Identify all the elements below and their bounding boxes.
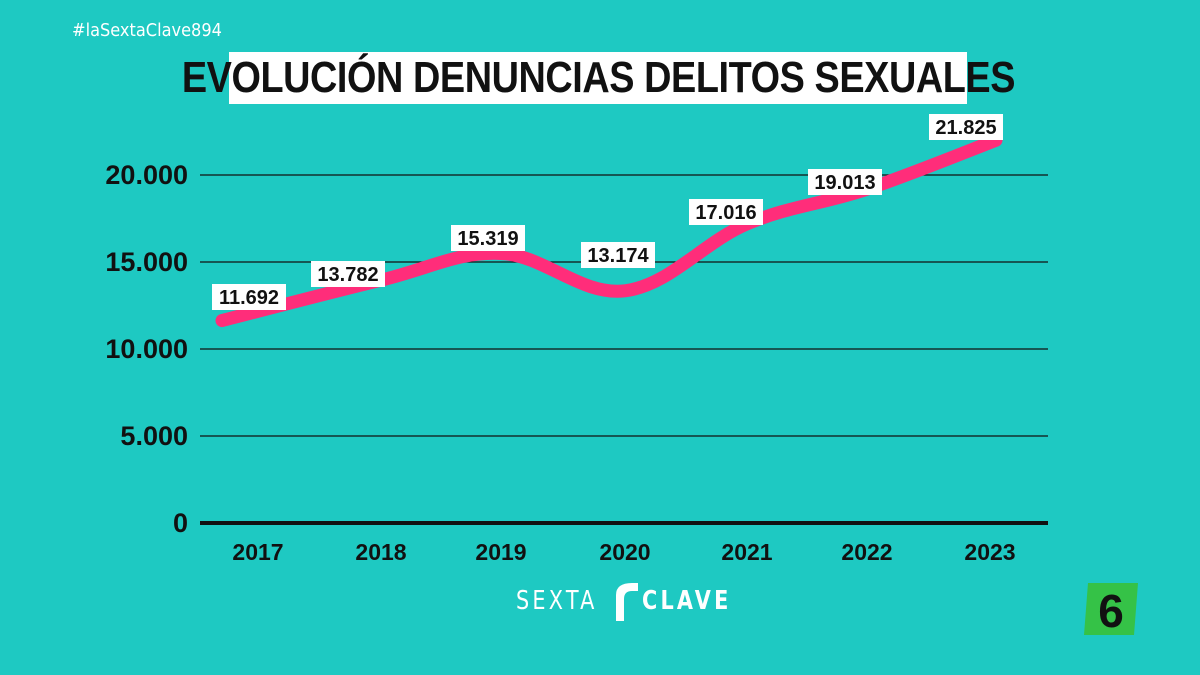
- data-label-text: 17.016: [695, 202, 756, 224]
- chart-title: EVOLUCIÓN DENUNCIAS DELITOS SEXUALES: [181, 53, 1015, 102]
- program-logo-sexta: SEXTA: [516, 586, 598, 616]
- data-label-background: [311, 261, 385, 287]
- data-label-2020: 13.174: [581, 242, 655, 268]
- y-tick-label: 15.000: [105, 247, 188, 277]
- data-label-text: 11.692: [219, 287, 279, 309]
- data-label-background: [808, 169, 882, 195]
- data-label-2019: 15.319: [451, 225, 525, 251]
- x-tick-label: 2021: [721, 539, 772, 565]
- y-tick-label: 5.000: [120, 421, 188, 451]
- data-label-background: [581, 242, 655, 268]
- x-tick-label: 2018: [355, 539, 406, 565]
- data-label-background: [929, 114, 1003, 140]
- chart-title-box: EVOLUCIÓN DENUNCIAS DELITOS SEXUALES: [181, 52, 1015, 104]
- x-axis-ticks: 2017 2018 2019 2020 2021 2022 2023: [232, 539, 1015, 565]
- x-tick-label: 2017: [232, 539, 283, 565]
- y-tick-label: 20.000: [105, 160, 188, 190]
- data-label-text: 15.319: [457, 228, 518, 250]
- data-label-2021: 17.016: [689, 199, 763, 225]
- program-logo-clave: CLAVE: [641, 586, 732, 616]
- data-label-2022: 19.013: [808, 169, 882, 195]
- y-tick-label: 10.000: [105, 334, 188, 364]
- grid-lines: [200, 174, 1048, 525]
- program-logo-mark-icon: [615, 583, 638, 621]
- channel-logo-text: 6: [1098, 585, 1124, 635]
- y-tick-label: 0: [173, 508, 188, 538]
- data-label-text: 13.782: [317, 264, 378, 286]
- x-tick-label: 2019: [475, 539, 526, 565]
- data-label-2017: 11.692: [212, 284, 286, 310]
- data-label-text: 21.825: [935, 117, 996, 139]
- series-line: [215, 133, 1003, 328]
- data-label-2018: 13.782: [311, 261, 385, 287]
- data-label-text: 19.013: [814, 172, 875, 194]
- data-label-2023: 21.825: [929, 114, 1003, 140]
- data-label-text: 13.174: [587, 245, 649, 267]
- data-labels: 11.692 13.782 15.319 13.174 17.016 19.013 21.8…: [212, 114, 1003, 310]
- x-tick-label: 2022: [841, 539, 892, 565]
- channel-logo-icon: 6: [1084, 583, 1138, 635]
- data-label-background: [451, 225, 525, 251]
- data-label-background: [212, 284, 286, 310]
- data-label-background: [689, 199, 763, 225]
- x-tick-label: 2023: [964, 539, 1015, 565]
- hashtag-label: #laSextaClave894: [72, 20, 222, 41]
- program-logo: SEXTA CLAVE: [516, 581, 754, 621]
- y-axis-ticks: 0 5.000 10.000 15.000 20.000: [105, 160, 188, 538]
- x-tick-label: 2020: [599, 539, 650, 565]
